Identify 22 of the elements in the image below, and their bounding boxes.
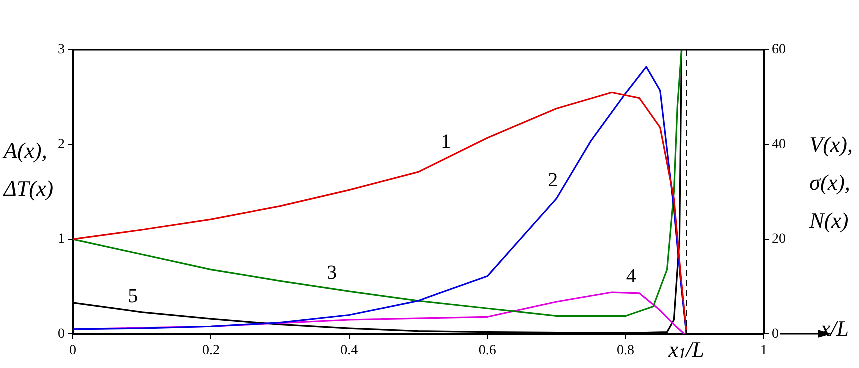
y2-axis-title: V(x), σ(x), N(x) <box>810 131 853 235</box>
x-tick-label: 0.6 <box>478 343 496 358</box>
y-tick-label: 1 <box>58 232 65 248</box>
ref-line-label: x1/L <box>668 336 705 363</box>
y2-tick-label: 0 <box>772 326 779 342</box>
y-tick-label: 2 <box>58 137 65 152</box>
y2-tick-label: 20 <box>772 232 786 248</box>
x-tick-label: 0.4 <box>340 343 358 358</box>
y-tick-label: 0 <box>58 326 65 342</box>
series-label: 3 <box>327 262 338 284</box>
x-tick-label: 0.8 <box>617 343 635 358</box>
y2-tick-label: 40 <box>772 137 786 152</box>
y2-tick-label: 60 <box>772 42 786 58</box>
series-label: 4 <box>626 265 636 288</box>
x-tick-label: 0.2 <box>202 343 220 358</box>
series-label: 1 <box>441 130 452 153</box>
x-tick-label: 0 <box>70 343 76 358</box>
x-tick-label: 1 <box>760 343 768 358</box>
y-tick-label: 3 <box>58 42 65 58</box>
series-label: 2 <box>548 170 558 192</box>
series-label: 5 <box>128 285 138 308</box>
y-axis-title: A(x), ΔT(x) <box>4 137 54 203</box>
